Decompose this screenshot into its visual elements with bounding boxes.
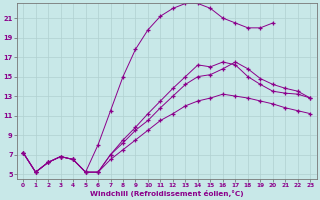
X-axis label: Windchill (Refroidissement éolien,°C): Windchill (Refroidissement éolien,°C) [90, 190, 244, 197]
